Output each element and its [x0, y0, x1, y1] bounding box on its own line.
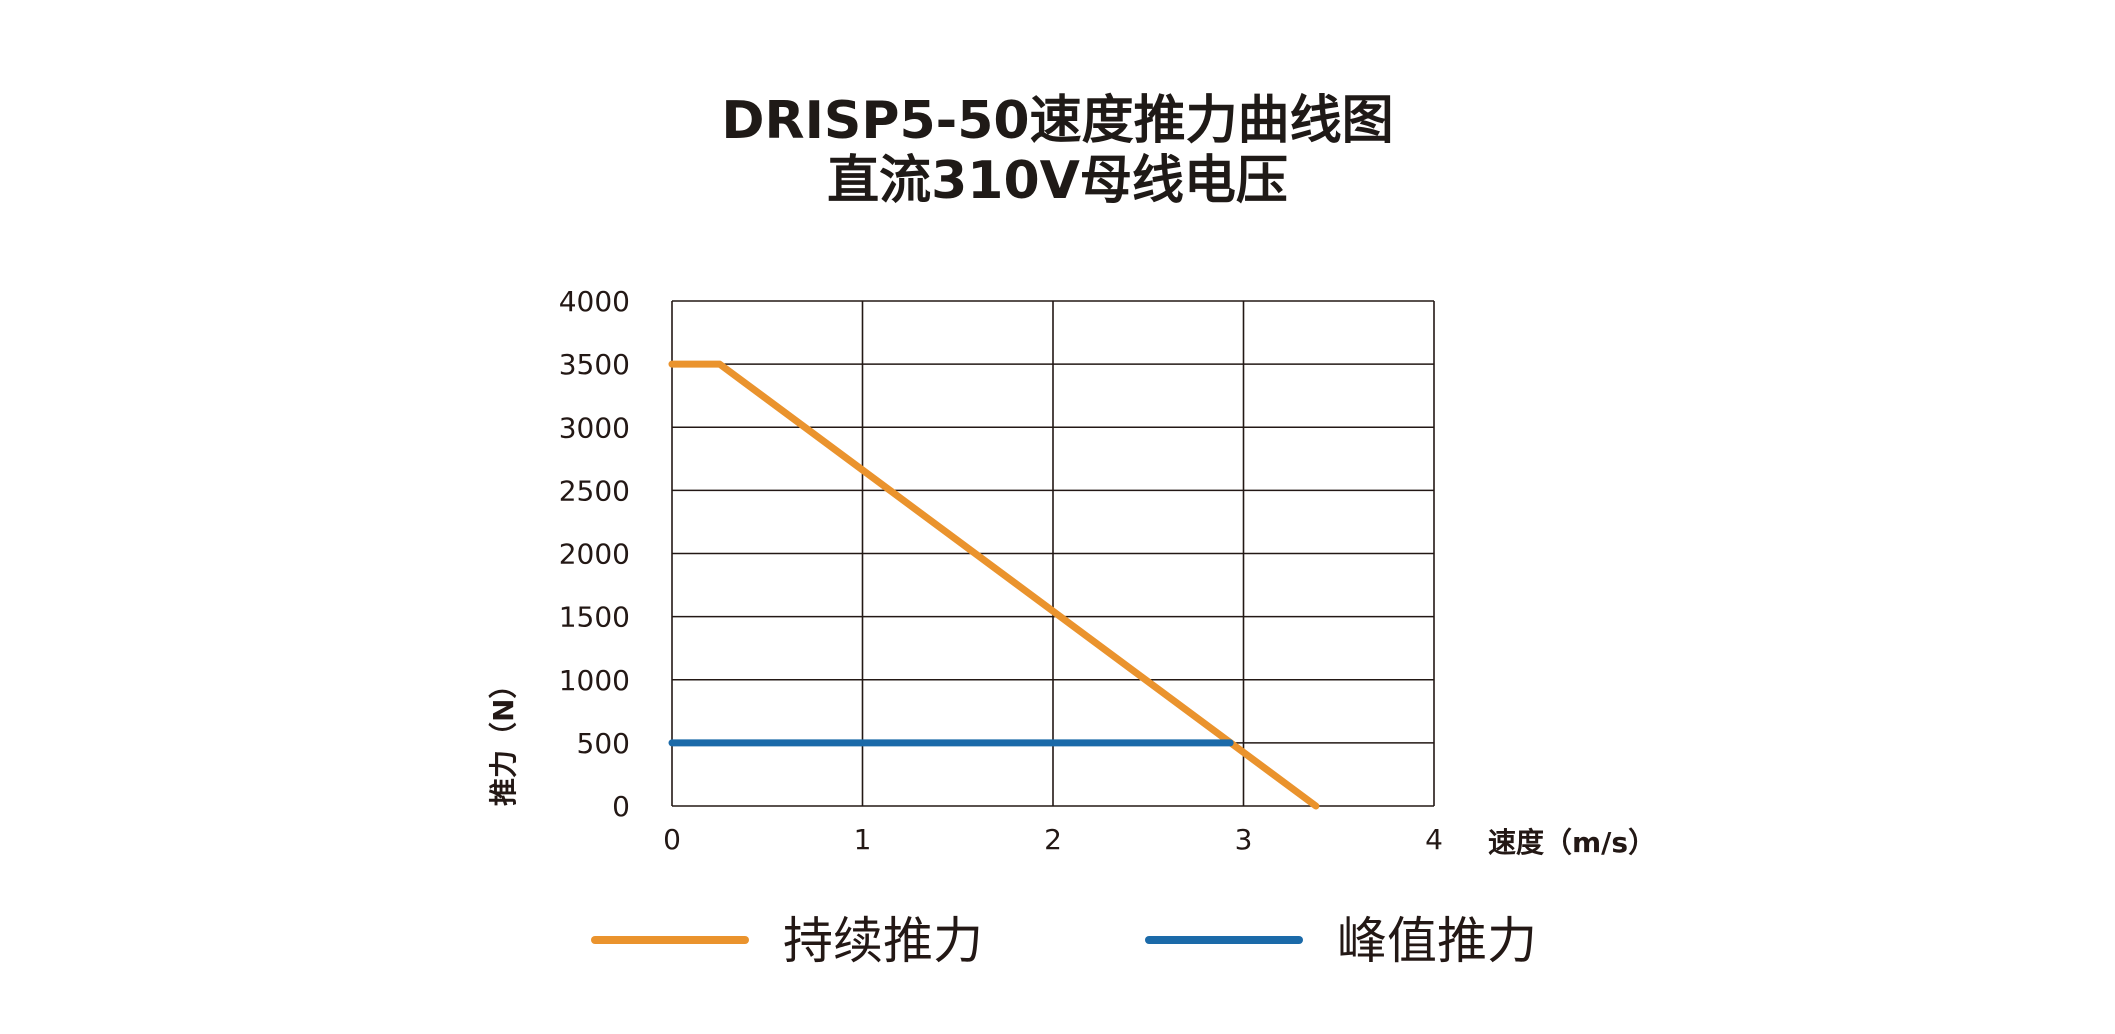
series-line-1: [668, 360, 1320, 810]
x-tick-label: 0: [663, 823, 681, 856]
y-tick-label: 2500: [559, 474, 630, 507]
y-axis-ticks: 0 500 1000 1500 2000 2500 3000 3500 4000: [559, 285, 630, 823]
y-tick-label: 2000: [559, 538, 630, 571]
x-axis-title: 速度（m/s）: [1488, 826, 1656, 859]
x-tick-label: 3: [1235, 823, 1253, 856]
y-tick-label: 4000: [559, 285, 630, 318]
x-tick-label: 2: [1044, 823, 1062, 856]
legend: 持续推力 峰值推力: [591, 912, 1537, 970]
x-axis-ticks: 0 1 2 3 4: [663, 823, 1443, 856]
y-axis-title: 推力（N）: [487, 671, 520, 806]
y-tick-label: 3000: [559, 411, 630, 444]
y-tick-label: 3500: [559, 348, 630, 381]
chart-title-line1: DRISP5-50速度推力曲线图: [721, 91, 1394, 151]
y-tick-label: 1000: [559, 664, 630, 697]
x-tick-label: 1: [854, 823, 872, 856]
y-tick-label: 1500: [559, 601, 630, 634]
y-tick-label: 0: [612, 790, 630, 823]
y-tick-label: 500: [577, 727, 630, 760]
legend-label: 持续推力: [783, 912, 983, 970]
legend-label: 峰值推力: [1337, 912, 1537, 970]
chart-grid: [671, 300, 1435, 807]
series-lines: [668, 360, 1320, 810]
chart-title-line2: 直流310V母线电压: [827, 151, 1288, 211]
x-tick-label: 4: [1425, 823, 1443, 856]
